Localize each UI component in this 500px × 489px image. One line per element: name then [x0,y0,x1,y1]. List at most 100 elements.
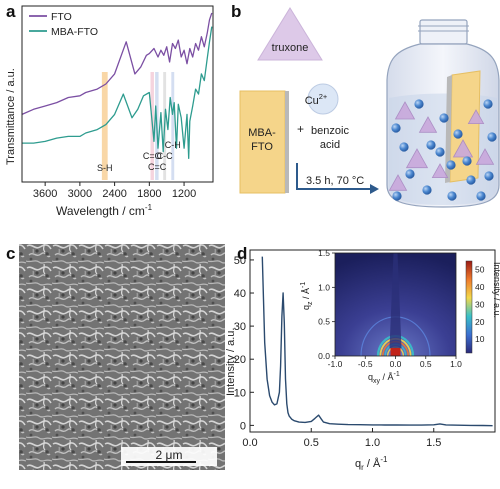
copper-sphere-4 [399,142,409,152]
ir-band-label-4: C-H [165,140,181,150]
jar-contents [388,99,497,201]
saxs-y-tick-label-1: 10 [234,387,246,399]
panel-label-c: c [6,244,15,263]
sem-shade [19,244,225,470]
copper-sphere-7 [487,132,497,142]
giwaxs-qxy-label: qxy / Å-1 [368,371,400,385]
jar-slab-edge [445,75,452,183]
colorbar-ticks: 10 20 30 40 50 [475,265,485,344]
ir-x-tick-label-0: 3600 [33,188,57,200]
truxone-particle-1 [418,116,438,133]
ir-x-ticks: 3600 3000 2400 1800 1200 [33,182,196,200]
truxone-label: truxone [272,42,309,54]
saxs-x-ticks: 0.0 0.5 1.0 1.5 [242,428,441,449]
panel-c: c 2 μm [6,244,225,470]
copper-sphere-1 [414,99,424,109]
ir-y-axis-label: Transmittance / a.u. [5,68,17,165]
panel-d: d 0 10 20 30 40 50 0.0 0.5 1.0 1.5 Intensity / a… [225,244,500,472]
copper-ion-label: Cu2+ [305,92,328,107]
copper-sphere-12 [422,185,432,195]
colorbar-label: Intensity / a.u. [492,262,500,318]
ir-frame [21,5,214,183]
copper-sphere-10 [466,175,476,185]
reaction-condition: 3.5 h, 70 °C [306,175,364,187]
truxone-triangle [257,7,323,61]
ir-series-line-0 [21,12,213,115]
ir-x-tick-label-3: 1800 [137,188,161,200]
ir-band-label-1: C=O [143,151,162,161]
saxs-line [261,256,493,427]
saxs-y-tick-label-2: 20 [234,354,246,366]
giwaxs-qz-ticks: 0.0 0.5 1.0 1.5 [318,248,335,361]
ir-band-label-2: C=C [148,162,167,172]
panel-b: b truxone Cu2+ MBA- FTO + benzoic acid 3… [231,2,500,208]
panel-label-b: b [231,2,241,21]
copper-sphere-13 [447,191,457,201]
ir-x-tick-label-1: 3000 [68,188,92,200]
panel-label-d: d [237,244,247,263]
scale-bar-label: 2 μm [156,448,183,462]
reaction-jar [386,19,500,208]
giwaxs-qz-tick-label-3: 1.5 [318,248,330,258]
saxs-x-tick-label-0: 0.0 [242,437,257,449]
reaction-arrowhead [370,184,379,194]
truxone-particle-3 [452,139,474,158]
giwaxs-shadow-wedge [389,253,402,348]
copper-sphere-11 [484,171,494,181]
saxs-y-tick-label-5: 50 [234,255,246,267]
saxs-y-axis-label: Intensity / a.u. [225,328,237,396]
copper-sphere-3 [483,99,493,109]
giwaxs-inset: 0.00.51.01.5 -1.0 -0.5 0.0 0.5 1.0 qz / Å-1 … [300,248,500,385]
saxs-y-tick-label-0: 0 [240,420,246,432]
saxs-y-ticks: 0 10 20 30 40 50 [234,255,254,432]
copper-ion [307,83,339,115]
ir-band-label-3: C-C [157,151,173,161]
copper-sphere-8 [405,169,415,179]
legend-mba-fto: MBA-FTO [51,26,98,38]
ir-x-tick-label-2: 2400 [102,188,126,200]
reagent-label-1: benzoic [311,125,349,137]
legend-fto: FTO [51,11,72,23]
giwaxs-qxy-ticks: -1.0 -0.5 0.0 0.5 1.0 [328,356,462,369]
jar-neck [419,19,468,45]
sem-image [19,244,225,470]
colorbar-tick-label-0: 10 [475,334,485,344]
giwaxs-qz-label: qz / Å-1 [300,282,314,310]
colorbar-tick-label-3: 40 [475,282,485,292]
giwaxs-qxy-tick-label-3: 0.5 [420,359,432,369]
saxs-x-tick-label-1: 0.5 [304,437,319,449]
giwaxs-qxy-tick-label-0: -1.0 [328,359,343,369]
truxone-particle-2 [405,148,429,169]
giwaxs-qxy-tick-label-2: 0.0 [390,359,402,369]
ir-x-tick-label-4: 1200 [172,188,196,200]
reaction-arrow [296,163,372,190]
copper-sphere-6 [453,129,463,139]
panel-a: a FTO MBA-FTO Transmittance / a.u. 3600 3… [5,2,214,218]
saxs-series-line [261,256,493,427]
copper-sphere-16 [435,147,445,157]
saxs-x-tick-label-2: 1.0 [365,437,380,449]
panel-label-a: a [6,2,16,21]
colorbar [465,260,473,354]
ir-x-axis-label: Wavelength / cm-1 [56,203,153,218]
mba-fto-edge [285,91,289,193]
copper-sphere-17 [462,156,472,166]
truxone-particle-0 [394,101,416,120]
saxs-x-axis-label: qr / Å-1 [355,455,388,472]
ir-band-4 [171,72,175,180]
giwaxs-qz-tick-label-0: 0.0 [318,351,330,361]
ir-legend: FTO MBA-FTO [29,11,98,38]
truxone-particle-4 [475,148,495,165]
ir-band-label-0: S-H [97,163,113,173]
truxone-particle-5 [431,163,449,179]
substrate-label-2: FTO [251,141,273,153]
ir-band-labels: S-H C=OC=CC-CC-H [97,140,181,173]
truxone-particle-7 [467,109,485,124]
ir-series-line-1 [22,26,213,159]
giwaxs-qz-tick-label-2: 1.0 [318,282,330,292]
copper-sphere-0 [391,123,401,133]
copper-sphere-2 [439,113,449,123]
giwaxs-beamstop-spot [390,348,401,356]
ir-lines [21,12,213,159]
